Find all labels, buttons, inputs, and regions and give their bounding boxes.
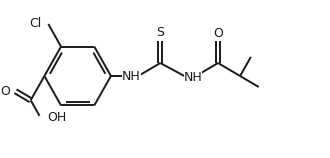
Text: Cl: Cl <box>29 17 42 30</box>
Text: NH: NH <box>184 70 203 83</box>
Text: NH: NH <box>122 70 141 83</box>
Text: O: O <box>1 85 11 98</box>
Text: S: S <box>156 27 164 40</box>
Text: OH: OH <box>47 111 67 124</box>
Text: O: O <box>213 27 223 40</box>
